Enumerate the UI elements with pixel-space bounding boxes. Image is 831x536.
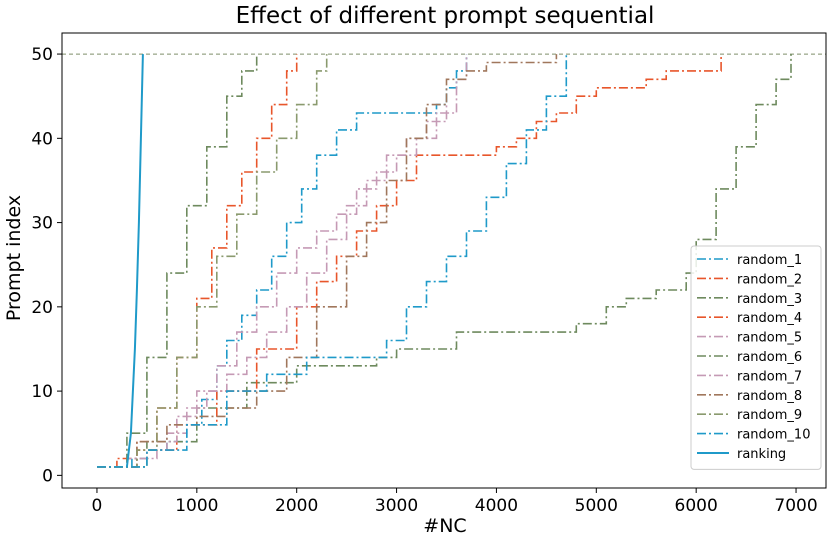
x-tick-label: 5000: [575, 496, 618, 516]
y-tick-label: 10: [31, 382, 53, 402]
x-tick-label: 6000: [675, 496, 718, 516]
x-tick-label: 1000: [175, 496, 218, 516]
x-tick-label: 7000: [774, 496, 817, 516]
series-line-random_10: [97, 54, 568, 468]
series-line-random_9: [97, 54, 328, 468]
series-line-random_8: [97, 54, 558, 468]
chart-title: Effect of different prompt sequential: [236, 3, 655, 29]
x-tick-label: 3000: [375, 496, 418, 516]
legend-label-random_6: random_6: [737, 350, 802, 365]
series-line-ranking: [125, 54, 144, 468]
y-tick-label: 30: [31, 214, 53, 234]
y-tick-label: 20: [31, 298, 53, 318]
legend-label-random_9: random_9: [737, 408, 802, 423]
y-tick-label: 40: [31, 129, 53, 149]
plot-area: 0 1000 2000 3000 4000 5000 6000 7000 0 10 20 30 40 50: [31, 32, 827, 516]
x-axis-label: #NC: [423, 515, 466, 536]
y-tick-label: 50: [31, 45, 53, 65]
series-line-random_7: [97, 54, 468, 468]
legend-label-random_10: random_10: [737, 428, 810, 443]
legend: random_1 random_2 random_3 random_4 random_5…: [690, 245, 822, 470]
legend-box: [690, 245, 822, 470]
plot-frame: [61, 32, 827, 489]
legend-label-random_1: random_1: [737, 253, 802, 268]
x-tick-label: 2000: [275, 496, 318, 516]
legend-label-random_5: random_5: [737, 331, 802, 346]
legend-label-random_2: random_2: [737, 272, 802, 287]
legend-label-random_7: random_7: [737, 369, 802, 384]
series-line-random_3: [97, 54, 792, 468]
legend-label-random_3: random_3: [737, 292, 802, 307]
x-tick-label: 4000: [475, 496, 518, 516]
series-line-random_4: [97, 54, 722, 468]
legend-label-random_8: random_8: [737, 389, 802, 404]
series-line-random_6: [97, 54, 258, 468]
legend-label-ranking: ranking: [737, 447, 786, 462]
series-line-random_1: [97, 54, 468, 468]
legend-label-random_4: random_4: [737, 311, 802, 326]
x-tick-label: 0: [92, 496, 103, 516]
series-line-random_5: [97, 104, 448, 468]
y-axis-label: Prompt index: [3, 195, 25, 321]
y-tick-label: 0: [42, 466, 53, 486]
